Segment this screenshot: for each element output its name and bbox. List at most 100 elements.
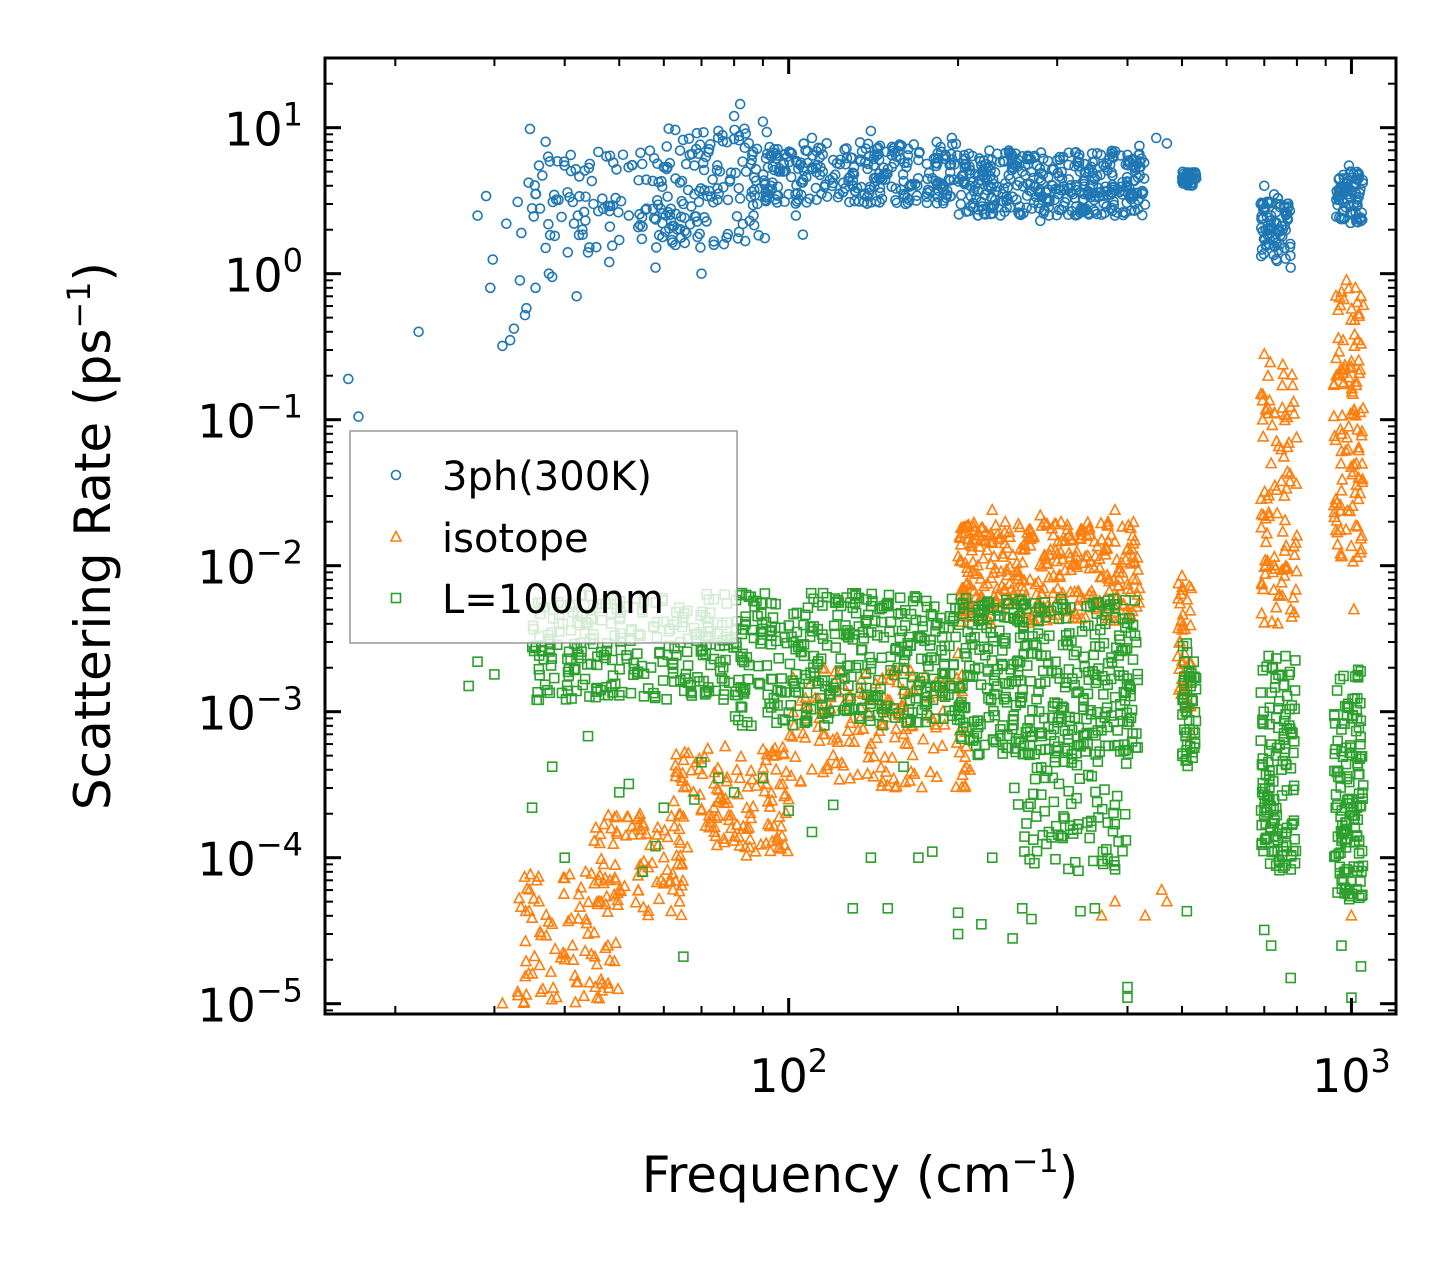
data-point xyxy=(1331,537,1344,550)
data-point xyxy=(1278,568,1291,581)
data-point xyxy=(1270,434,1283,447)
data-point xyxy=(878,632,890,643)
data-point xyxy=(838,628,850,640)
data-point xyxy=(1125,712,1137,724)
data-point xyxy=(857,626,869,638)
data-point xyxy=(870,731,883,744)
data-point xyxy=(532,686,543,698)
data-point xyxy=(768,741,782,754)
data-point xyxy=(534,669,545,681)
data-point xyxy=(865,125,877,137)
data-point xyxy=(798,619,809,631)
data-point xyxy=(1255,687,1267,698)
data-point xyxy=(1337,751,1349,763)
data-point xyxy=(684,218,696,230)
data-point xyxy=(746,720,757,732)
data-point xyxy=(862,138,874,150)
data-point xyxy=(888,780,902,793)
data-point xyxy=(619,828,633,841)
data-point xyxy=(1054,151,1065,163)
data-point xyxy=(1055,593,1067,605)
data-point xyxy=(904,631,915,643)
data-point xyxy=(583,162,595,174)
data-point xyxy=(769,762,783,775)
data-point xyxy=(685,763,698,776)
data-point xyxy=(526,802,538,813)
data-point xyxy=(936,704,950,717)
data-point xyxy=(976,551,990,564)
data-point xyxy=(1353,848,1365,859)
data-point xyxy=(559,852,571,863)
data-point xyxy=(1108,593,1119,605)
legend-label: 3ph(300K) xyxy=(442,454,652,500)
data-point xyxy=(708,239,720,251)
data-point xyxy=(935,738,949,751)
data-point xyxy=(1352,443,1366,456)
data-point xyxy=(1094,516,1108,529)
data-point xyxy=(1261,406,1275,419)
data-point xyxy=(1336,724,1347,735)
data-point xyxy=(651,194,663,206)
data-point xyxy=(794,693,807,706)
data-point xyxy=(504,334,516,346)
data-point xyxy=(1289,476,1303,489)
data-point xyxy=(798,138,810,149)
data-point xyxy=(1085,584,1098,597)
data-point xyxy=(546,980,560,993)
data-point xyxy=(960,576,974,589)
data-point xyxy=(353,411,364,422)
data-point xyxy=(872,630,883,641)
data-point xyxy=(1256,393,1269,406)
data-point xyxy=(781,844,795,857)
data-point xyxy=(560,694,572,705)
data-point xyxy=(1330,525,1344,538)
data-point xyxy=(1022,150,1034,161)
data-point xyxy=(677,134,689,146)
data-point xyxy=(740,848,753,861)
data-point xyxy=(1184,618,1197,631)
data-point xyxy=(885,750,899,763)
data-point xyxy=(1101,201,1112,212)
data-point xyxy=(1347,457,1361,470)
data-point xyxy=(770,830,784,843)
data-point xyxy=(1255,577,1269,590)
data-point xyxy=(698,675,709,687)
data-point xyxy=(1287,605,1301,618)
data-point xyxy=(514,900,528,913)
data-point xyxy=(1349,408,1363,421)
data-point xyxy=(1074,531,1087,544)
data-point xyxy=(1289,857,1301,869)
data-point xyxy=(975,196,987,208)
data-point xyxy=(633,174,644,186)
y-tick-label: 101 xyxy=(224,96,303,157)
data-point xyxy=(1018,542,1032,555)
data-point xyxy=(1012,517,1025,530)
data-point xyxy=(1117,845,1128,857)
data-point xyxy=(678,685,690,697)
data-point xyxy=(762,689,774,701)
data-point xyxy=(882,903,894,914)
data-point xyxy=(1039,805,1051,817)
data-point xyxy=(972,715,984,726)
data-point xyxy=(843,771,857,784)
data-point xyxy=(913,679,925,691)
data-point xyxy=(1261,400,1275,413)
data-point xyxy=(1268,549,1281,562)
data-point xyxy=(1333,184,1345,196)
data-point xyxy=(1067,557,1081,570)
data-point xyxy=(1175,568,1189,581)
data-point xyxy=(940,149,951,161)
data-point xyxy=(1334,456,1348,469)
data-point xyxy=(765,150,776,161)
data-point xyxy=(1181,754,1192,766)
data-point xyxy=(952,928,964,940)
data-point xyxy=(1109,799,1121,811)
data-point xyxy=(791,179,802,191)
data-point xyxy=(1053,183,1064,195)
data-point xyxy=(888,730,902,743)
data-point xyxy=(821,591,833,603)
data-point xyxy=(1025,166,1037,178)
data-point xyxy=(1353,768,1365,780)
data-point xyxy=(593,205,604,217)
data-point xyxy=(734,749,748,762)
